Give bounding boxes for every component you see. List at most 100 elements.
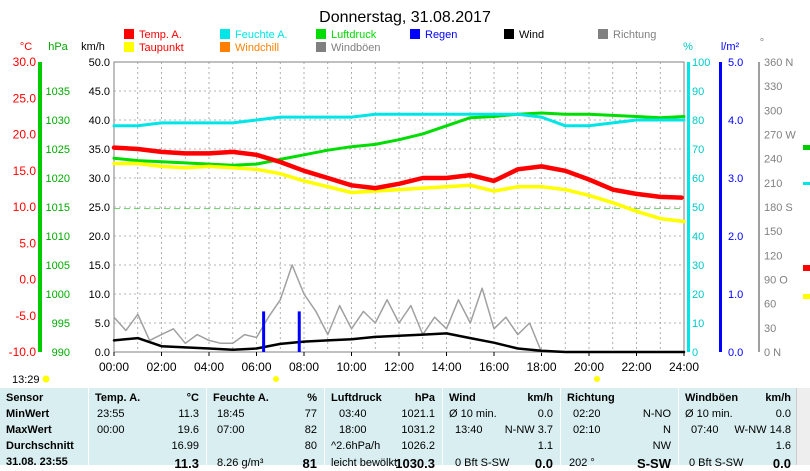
series-line-luftdruck	[112, 111, 686, 167]
speed-tick-label: 0.0	[95, 347, 110, 359]
stats-dir-min-value: N-NO	[642, 408, 671, 420]
stats-press-min-value: 1021.1	[401, 408, 435, 420]
humidity-axis-bar	[687, 62, 690, 352]
stats-row-label: 31.08. 23:55	[6, 456, 68, 468]
stats-wind-current-value: 0.0	[534, 456, 553, 471]
stats-press-max-time: 18:00	[339, 424, 367, 436]
direction-tick-label: 210	[764, 178, 782, 190]
rain-axis-bar	[719, 62, 722, 352]
speed-tick-label: 10.0	[89, 289, 110, 301]
series-line-feuchte-a-	[112, 112, 686, 128]
stats-press-trend: ^2.6hPa/h	[331, 440, 381, 452]
stats-dir-max-time: 02:10	[573, 424, 601, 436]
stats-header-temp-unit: °C	[186, 392, 199, 404]
stats-header-temp: Temp. A.	[95, 392, 141, 404]
temp-tick-label: -10.0	[9, 345, 37, 359]
pressure-tick-label: 1020	[46, 173, 70, 185]
legend-swatch	[124, 29, 134, 39]
stats-hum-min-value: 77	[304, 408, 317, 420]
speed-tick-label: 50.0	[89, 57, 110, 69]
stats-col-temp: Temp. A. °C 23:55 11.3 00:00 19.6 16.99 …	[88, 388, 205, 471]
stats-wind-max-value: N-NW 3.7	[504, 424, 553, 436]
stats-header-wind: Wind	[449, 392, 476, 404]
humidity-tick-label: 60	[692, 173, 704, 185]
humidity-tick-label: 80	[692, 115, 704, 127]
pressure-tick-label: 1000	[46, 289, 70, 301]
edge-dewpoint-marker	[803, 294, 810, 299]
legend-swatch	[598, 29, 608, 39]
rain-tick-label: 5.0	[728, 57, 743, 69]
speed-tick-label: 25.0	[89, 202, 110, 214]
speed-tick-label: 30.0	[89, 173, 110, 185]
legend-label: Windchill	[235, 42, 279, 54]
legend-label: Taupunkt	[139, 42, 184, 54]
stats-row-label: MaxWert	[6, 424, 52, 436]
humidity-axis-unit: %	[683, 41, 693, 53]
direction-tick-label: 240	[764, 154, 782, 166]
direction-tick-label: 120	[764, 250, 782, 262]
stats-gust-current-value: 0.0	[772, 456, 791, 471]
x-tick-label: 22:00	[621, 360, 651, 374]
series-line-taupunkt	[112, 161, 686, 224]
stats-gust-max-value: W-NW 14.8	[734, 424, 791, 436]
speed-tick-label: 5.0	[95, 318, 110, 330]
temp-tick-label: 15.0	[13, 164, 37, 178]
direction-tick-label: 180 S	[764, 202, 793, 214]
edge-pressure-marker	[803, 145, 810, 150]
stats-hum-max-time: 07:00	[217, 424, 245, 436]
sun-icon	[42, 375, 50, 383]
stats-header-gusts: Windböen	[685, 392, 739, 404]
stats-hum-max-value: 82	[304, 424, 317, 436]
stats-table: Sensor MinWert MaxWert Durchschnitt 31.0…	[0, 388, 810, 471]
rain-bar	[262, 311, 266, 352]
weather-chart: °C hPa km/h% l/m² ° 30.0 25.0 20.0 15.0 10.0 5.0 0.…	[9, 9, 810, 386]
humidity-tick-label: 0	[692, 347, 698, 359]
pressure-axis-unit: hPa	[48, 41, 68, 53]
humidity-tick-label: 10	[692, 318, 704, 330]
temp-tick-label: 0.0	[19, 273, 36, 287]
stats-col-humidity: Feuchte A. % 18:45 77 07:00 82 80 8.26 g…	[206, 388, 323, 471]
stats-dir-degrees: 202 °	[569, 457, 595, 469]
stats-wind-avg-value: 1.1	[537, 440, 553, 452]
stats-temp-current-value: 11.3	[174, 456, 199, 471]
direction-tick-label: 150	[764, 226, 782, 238]
direction-tick-label: 300	[764, 105, 782, 117]
legend-label: Wind	[519, 29, 544, 41]
legend-label: Richtung	[613, 29, 656, 41]
stats-gust-min-value: 0.0	[775, 408, 791, 420]
stats-dir-avg-value: NW	[652, 440, 671, 452]
direction-tick-label: 90 O	[764, 275, 788, 287]
series-line-windböen	[113, 264, 685, 353]
speed-tick-label: 40.0	[89, 115, 110, 127]
chart-axes: °C hPa km/h% l/m² ° 30.0 25.0 20.0 15.0 10.0 5.0 0.…	[9, 37, 810, 374]
direction-axis-unit: °	[760, 37, 764, 49]
series-line-wind	[112, 332, 686, 354]
edge-humidity-marker	[803, 182, 810, 185]
temp-tick-label: -5.0	[15, 309, 36, 323]
stats-wind-max-time: 13:40	[455, 424, 483, 436]
series-line-temp-a-	[111, 145, 684, 200]
legend-swatch	[316, 29, 326, 39]
temp-tick-label: 5.0	[19, 236, 36, 250]
stats-temp-max-time: 00:00	[97, 424, 125, 436]
stats-row-label: Durchschnitt	[6, 440, 74, 452]
speed-tick-label: 35.0	[89, 144, 110, 156]
stats-header-wind-unit: km/h	[527, 392, 553, 404]
timestamp-label: 13:29	[12, 374, 40, 386]
speed-axis-unit: km/h	[81, 41, 105, 53]
legend-label: Temp. A.	[139, 29, 182, 41]
legend-label: Feuchte A.	[235, 29, 288, 41]
x-tick-label: 00:00	[99, 360, 129, 374]
humidity-tick-label: 100	[692, 57, 710, 69]
temp-tick-label: 10.0	[13, 200, 37, 214]
x-tick-label: 18:00	[526, 360, 556, 374]
chart-marks	[111, 111, 686, 354]
direction-tick-label: 270 W	[764, 130, 796, 142]
x-tick-label: 14:00	[431, 360, 461, 374]
temp-axis-unit: °C	[20, 41, 32, 53]
stats-header-gusts-unit: km/h	[765, 392, 791, 404]
legend-label: Windböen	[331, 42, 381, 54]
x-tick-label: 04:00	[194, 360, 224, 374]
stats-scrollbar[interactable]	[796, 388, 810, 465]
stats-dir-min-time: 02:20	[573, 408, 601, 420]
